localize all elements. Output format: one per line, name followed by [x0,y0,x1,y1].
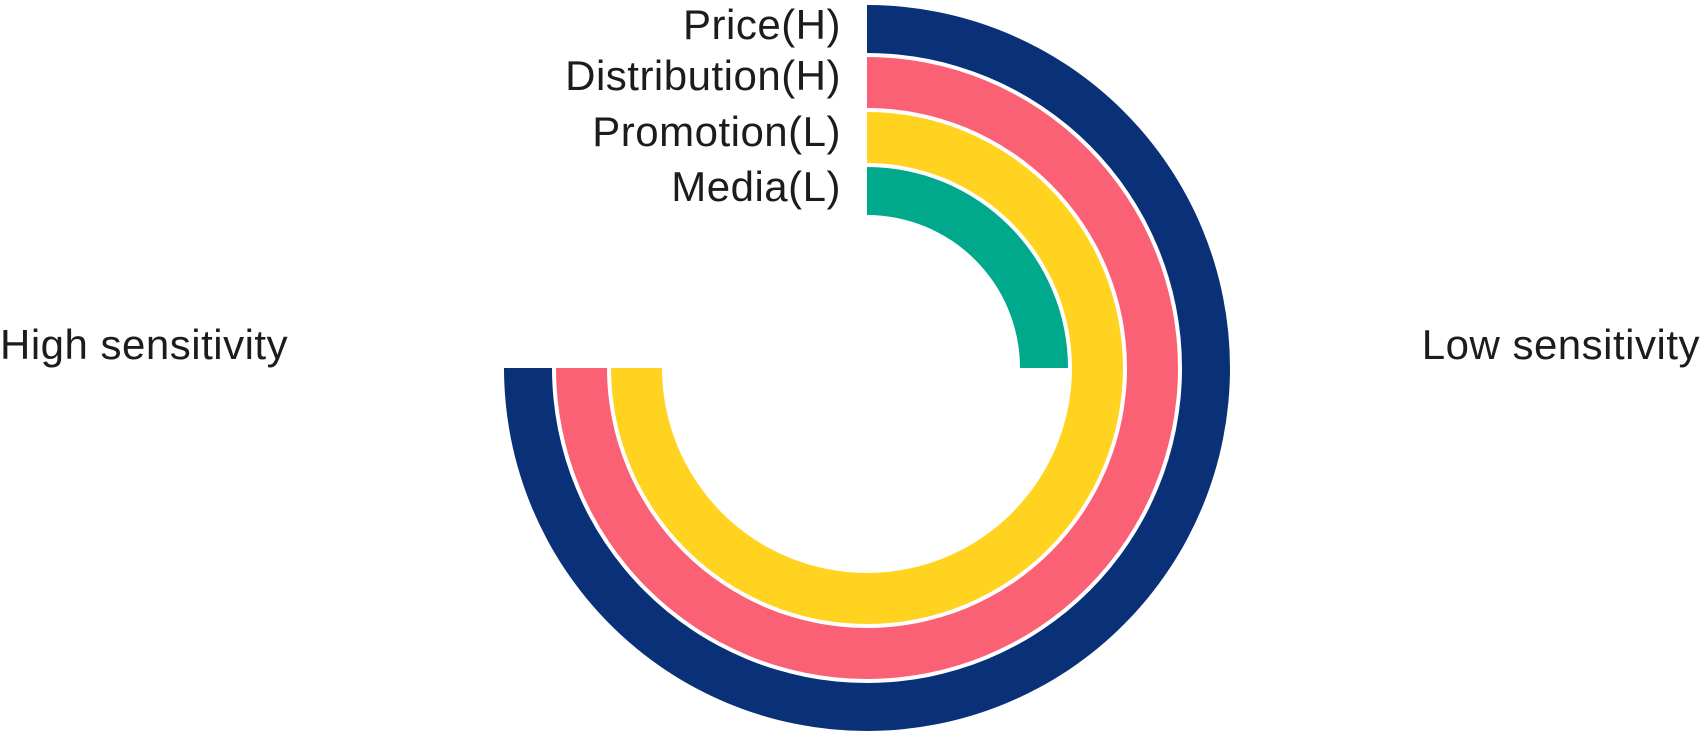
ring-label-distribution: Distribution(H) [565,52,841,99]
axis-label-low-sensitivity: Low sensitivity [1421,321,1700,368]
ring-label-media: Media(L) [671,163,841,210]
axis-label-high-sensitivity: High sensitivity [0,321,289,368]
ring-label-promotion: Promotion(L) [592,108,841,155]
ring-media-arc [867,167,1068,368]
ring-label-price: Price(H) [683,1,841,48]
